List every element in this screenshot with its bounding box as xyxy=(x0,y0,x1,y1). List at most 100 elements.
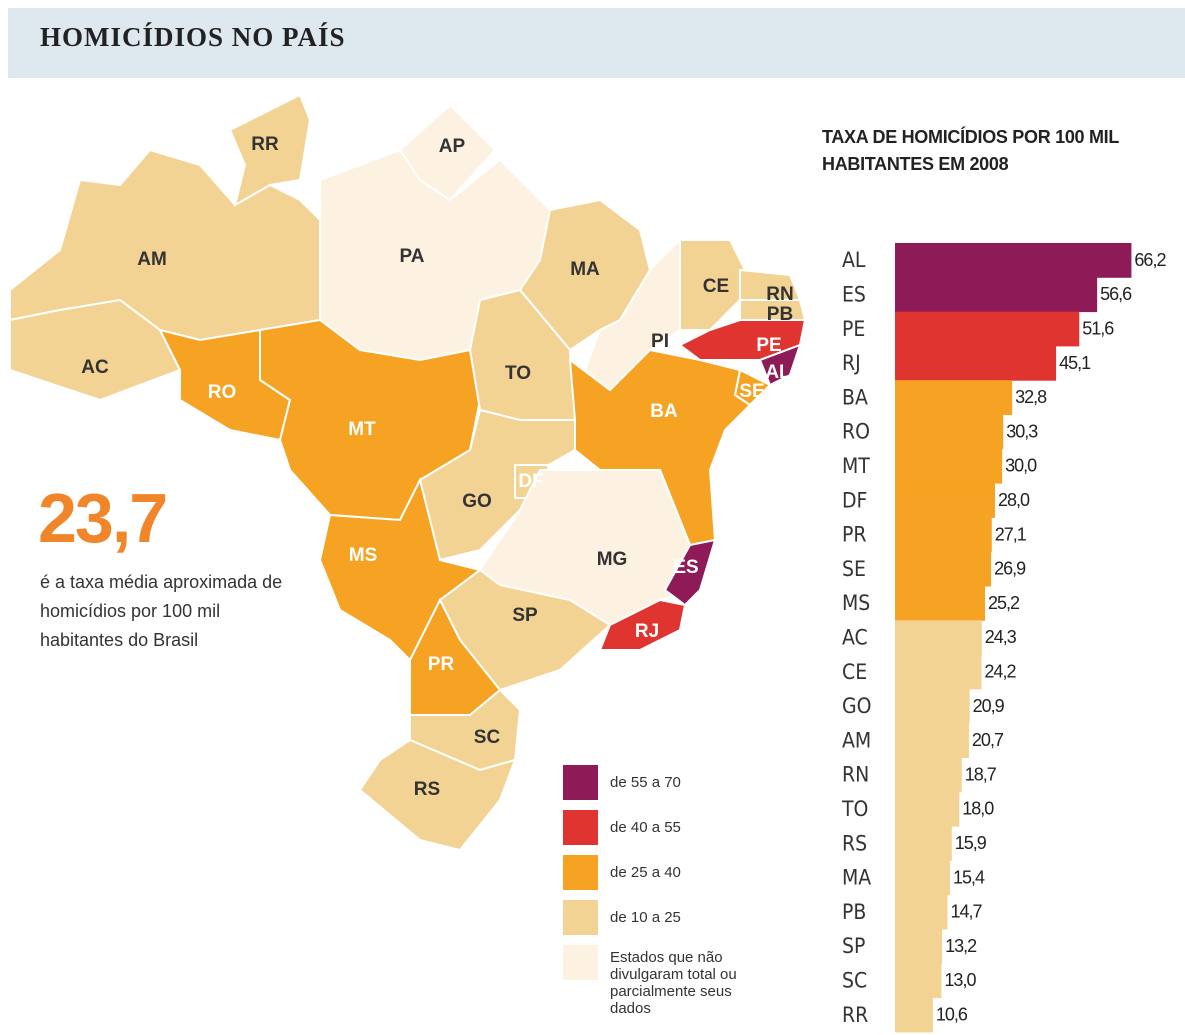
state xyxy=(678,319,807,361)
category-label: RN xyxy=(842,763,869,787)
category-label: MA xyxy=(842,866,871,890)
bar xyxy=(895,551,992,587)
headline-value: 23,7 xyxy=(38,479,168,557)
category-label: SP xyxy=(842,934,865,958)
value-label: 30,3 xyxy=(1006,421,1038,441)
state-label: TO xyxy=(505,363,531,384)
value-label: 51,6 xyxy=(1082,319,1114,339)
category-label: PR xyxy=(842,523,867,547)
header: HOMICÍDIOS NO PAÍS xyxy=(8,8,1185,78)
bar xyxy=(895,620,982,656)
legend-swatch xyxy=(563,945,598,980)
value-label: 26,9 xyxy=(994,559,1026,579)
legend-swatch xyxy=(563,900,598,935)
state-label: PR xyxy=(428,654,455,675)
state-label: MA xyxy=(570,259,600,280)
state-label: PI xyxy=(651,331,669,352)
state-label: RO xyxy=(208,382,237,403)
legend xyxy=(563,765,598,980)
map: RR AP AM PA MA CE RN PB PI PE AC RO TO A… xyxy=(9,93,807,852)
state-label: RS xyxy=(414,779,440,800)
state-label: SE xyxy=(739,381,764,402)
headline-text: é a taxa média aproximada de homicídios … xyxy=(40,572,283,650)
legend-label: Estados que não divulgaram total ou parc… xyxy=(610,949,737,1017)
chart-title: TAXA DE HOMICÍDIOS POR 100 MIL HABITANTE… xyxy=(822,127,1119,174)
state-label: MS xyxy=(349,545,378,566)
value-label: 28,0 xyxy=(998,490,1030,510)
state-label: DF xyxy=(518,471,543,492)
value-label: 24,3 xyxy=(985,627,1017,647)
value-label: 24,2 xyxy=(984,662,1016,682)
category-label: ES xyxy=(842,282,866,306)
state-label: RJ xyxy=(635,621,659,642)
category-label: RR xyxy=(842,1003,868,1027)
bar xyxy=(895,586,985,621)
state-label: PA xyxy=(400,246,425,267)
value-label: 10,6 xyxy=(936,1005,968,1025)
value-label: 20,7 xyxy=(972,730,1004,750)
bar xyxy=(895,380,1013,415)
category-label: BA xyxy=(842,385,868,409)
value-label: 18,0 xyxy=(962,799,994,819)
state-label: SC xyxy=(474,727,501,748)
state-label: CE xyxy=(703,276,729,297)
value-label: 13,0 xyxy=(944,970,976,990)
value-label: 25,2 xyxy=(988,593,1020,613)
bar xyxy=(895,277,1098,313)
bar xyxy=(895,963,942,999)
state-label: RR xyxy=(251,134,279,155)
bar-chart: AL 66,2 ES 56,6 PE 51,6 RJ 45,1 BA 32,8 RO 30,3 MT 30… xyxy=(841,243,1167,1033)
value-label: 15,9 xyxy=(955,833,987,853)
bar xyxy=(895,311,1080,347)
value-label: 13,2 xyxy=(945,936,977,956)
state xyxy=(228,93,312,208)
category-label: RS xyxy=(842,831,867,855)
category-label: MS xyxy=(842,591,870,615)
category-label: MT xyxy=(842,454,870,478)
value-label: 66,2 xyxy=(1134,250,1166,270)
state-label: AL xyxy=(765,362,791,383)
bar xyxy=(895,414,1004,450)
value-label: 45,1 xyxy=(1059,353,1091,373)
bar xyxy=(895,345,1057,381)
category-label: PB xyxy=(842,900,866,924)
bar xyxy=(895,243,1132,278)
bar xyxy=(895,894,948,930)
category-label: TO xyxy=(841,797,868,821)
category-label: AC xyxy=(842,625,868,649)
bar xyxy=(895,997,933,1033)
state-label: ES xyxy=(673,557,698,578)
state-label: RN xyxy=(766,284,793,305)
bar xyxy=(895,483,995,518)
category-label: AM xyxy=(842,728,871,752)
category-label: RO xyxy=(842,420,870,444)
bar xyxy=(895,448,1003,484)
legend-swatch xyxy=(563,855,598,890)
legend-label: de 40 a 55 xyxy=(610,819,681,836)
category-label: PE xyxy=(842,317,865,341)
legend-label: de 55 a 70 xyxy=(610,774,681,791)
category-label: CE xyxy=(842,660,867,684)
value-label: 56,6 xyxy=(1100,284,1132,304)
state-label: MT xyxy=(348,419,376,440)
category-label: DF xyxy=(842,488,867,512)
state xyxy=(663,538,717,607)
value-label: 15,4 xyxy=(953,867,985,887)
bar xyxy=(895,517,992,553)
category-label: AL xyxy=(842,248,866,272)
bar xyxy=(895,688,970,724)
bar xyxy=(895,860,950,896)
state-label: AM xyxy=(137,249,167,270)
category-label: GO xyxy=(842,694,872,718)
bar xyxy=(895,654,982,690)
state-label: AP xyxy=(439,136,466,157)
bar xyxy=(895,929,943,964)
legend-swatch xyxy=(563,765,598,800)
value-label: 32,8 xyxy=(1015,387,1047,407)
state-label: SP xyxy=(512,605,538,626)
category-label: SE xyxy=(842,557,866,581)
value-label: 18,7 xyxy=(965,764,997,784)
state-label: AC xyxy=(81,357,109,378)
